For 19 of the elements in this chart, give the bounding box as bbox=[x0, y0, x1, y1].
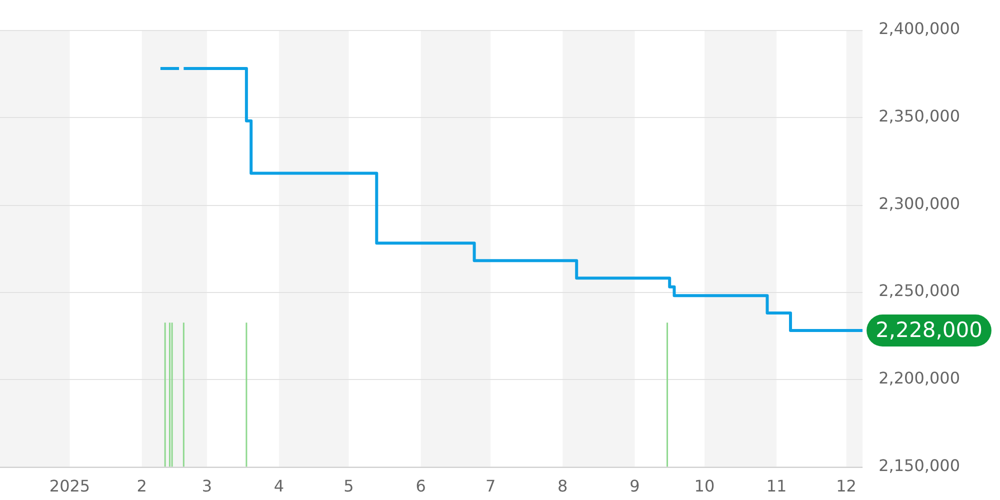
y-tick-label: 2,150,000 bbox=[878, 456, 960, 475]
y-tick-label: 2,400,000 bbox=[878, 19, 960, 38]
x-tick-label: 11 bbox=[766, 476, 787, 496]
x-tick-label: 5 bbox=[344, 476, 354, 496]
y-tick-label: 2,350,000 bbox=[878, 106, 960, 126]
y-tick-label: 2,200,000 bbox=[878, 368, 960, 388]
y-tick-label: 2,250,000 bbox=[878, 281, 960, 300]
x-tick-label: 8 bbox=[558, 476, 568, 496]
x-tick-label: 2025 bbox=[49, 476, 90, 496]
x-tick-label: 3 bbox=[202, 476, 212, 496]
x-tick-label: 10 bbox=[694, 476, 715, 496]
x-tick-label: 7 bbox=[485, 476, 496, 496]
annotation: 2,228,000 bbox=[876, 318, 982, 342]
x-tick-label: 2 bbox=[136, 476, 147, 496]
x-tick-label: 12 bbox=[836, 476, 856, 496]
x-tick-label: 6 bbox=[416, 476, 426, 496]
x-tick-label: 9 bbox=[630, 476, 640, 496]
y-tick-label: 2,300,000 bbox=[878, 194, 960, 213]
x-tick-label: 4 bbox=[274, 476, 284, 496]
